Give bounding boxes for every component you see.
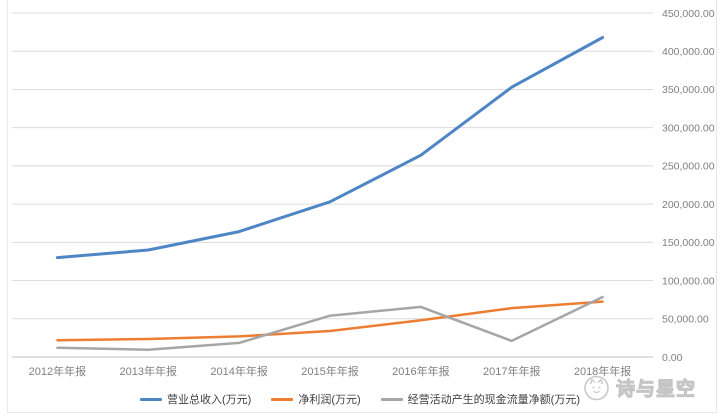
image-border-left xyxy=(7,0,8,412)
x-tick-label: 2016年年报 xyxy=(392,364,449,378)
y-tick-label: 150,000.00 xyxy=(662,237,715,249)
x-tick-label: 2014年年报 xyxy=(210,364,267,378)
legend-item-operating-cash-flow: 经营活动产生的现金流量净额(万元) xyxy=(380,391,580,407)
series-line-1 xyxy=(56,300,604,342)
y-tick-label: 50,000.00 xyxy=(662,314,709,326)
x-tick-label: 2012年年报 xyxy=(29,364,86,378)
y-tick-label: 200,000.00 xyxy=(662,199,715,211)
image-border-bottom xyxy=(7,412,717,413)
legend-item-net-profit: 净利润(万元) xyxy=(271,391,361,407)
x-tick-label: 2017年年报 xyxy=(483,364,540,378)
x-tick-label: 2018年年报 xyxy=(574,364,631,378)
y-tick-label: 300,000.00 xyxy=(662,122,715,134)
series-line-2 xyxy=(56,295,604,351)
y-tick-label: 350,000.00 xyxy=(662,84,715,96)
legend-label-revenue: 营业总收入(万元) xyxy=(167,394,252,406)
chart-legend: 营业总收入(万元) 净利润(万元) 经营活动产生的现金流量净额(万元) xyxy=(0,391,720,407)
series-line-0 xyxy=(55,36,605,260)
x-tick-label: 2015年年报 xyxy=(301,364,358,378)
x-tick-label: 2013年年报 xyxy=(120,364,177,378)
y-tick-label: 0.00 xyxy=(662,352,683,364)
legend-label-net-profit: 净利润(万元) xyxy=(298,394,361,406)
image-border-right xyxy=(716,0,717,412)
y-tick-label: 450,000.00 xyxy=(662,8,715,20)
y-tick-label: 100,000.00 xyxy=(662,275,715,287)
legend-item-revenue: 营业总收入(万元) xyxy=(140,391,251,407)
revenue-line-swatch-icon xyxy=(140,397,162,401)
legend-label-operating-cash-flow: 经营活动产生的现金流量净额(万元) xyxy=(407,394,580,406)
net-profit-line-swatch-icon xyxy=(271,397,294,401)
cash-flow-line-swatch-icon xyxy=(380,397,403,401)
y-tick-label: 400,000.00 xyxy=(662,46,715,58)
y-tick-label: 250,000.00 xyxy=(662,161,715,173)
